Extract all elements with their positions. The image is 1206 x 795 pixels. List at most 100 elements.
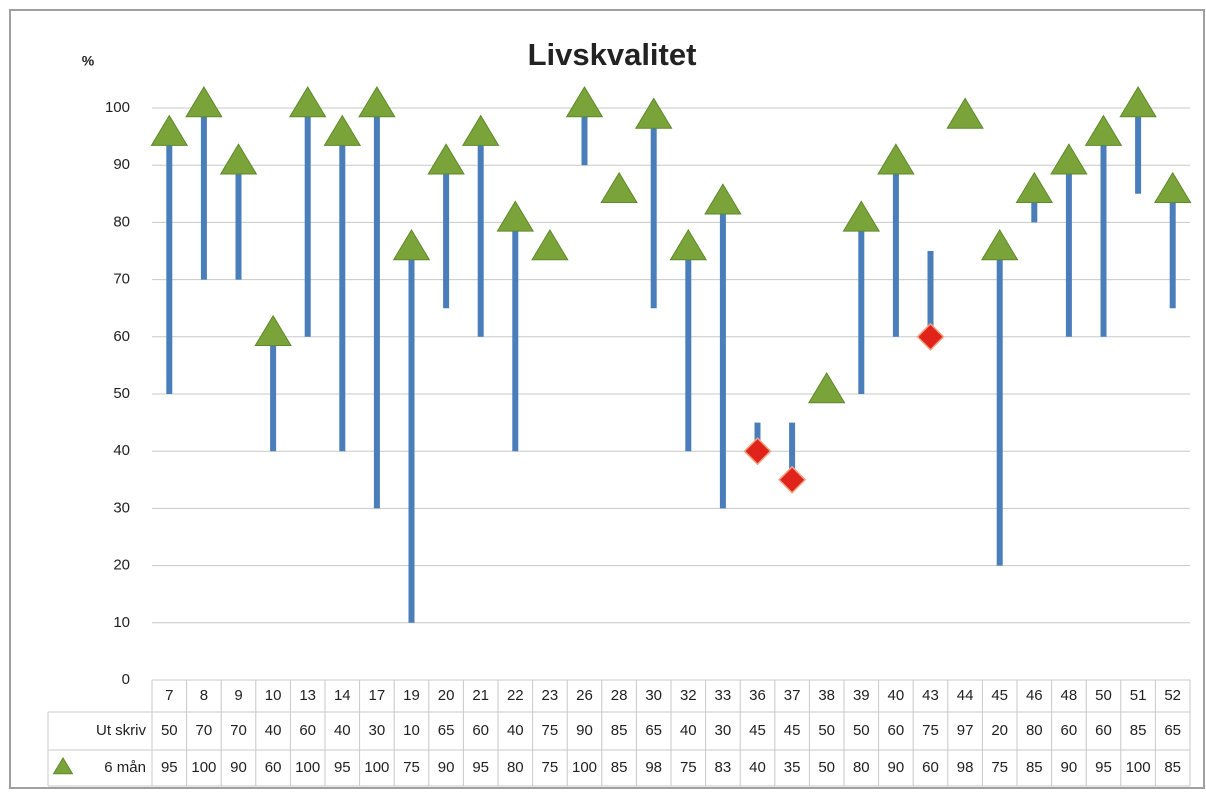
marker-triangle (1084, 114, 1123, 146)
table-cell: 35 (784, 759, 801, 776)
marker-triangle (634, 97, 673, 129)
table-cell: 60 (472, 722, 489, 739)
table-cell: 30 (369, 722, 386, 739)
marker-triangle (323, 114, 362, 146)
table-cell: 100 (572, 759, 597, 776)
table-cell: 90 (438, 759, 455, 776)
x-tick-label: 23 (542, 687, 559, 704)
marker-triangle (496, 200, 535, 232)
x-tick-label: 20 (438, 687, 455, 704)
table-cell: 85 (611, 722, 628, 739)
marker-triangle (600, 171, 638, 204)
table-cell: 20 (991, 722, 1008, 739)
x-tick-label: 44 (957, 687, 974, 704)
table-cell: 90 (888, 759, 905, 776)
y-tick-label: 60 (113, 328, 130, 345)
x-tick-label: 36 (749, 687, 766, 704)
table-cell: 85 (1026, 759, 1043, 776)
marker-triangle (1050, 143, 1088, 175)
table-cell: 80 (853, 759, 870, 776)
table-cell: 80 (507, 759, 524, 776)
marker-triangle (807, 372, 846, 404)
y-tick-label: 20 (113, 557, 130, 574)
table-cell: 60 (1095, 722, 1112, 739)
table-cell: 90 (230, 759, 247, 776)
table-cell: 40 (507, 722, 524, 739)
y-tick-label: 0 (122, 671, 130, 688)
table-cell: 95 (161, 759, 178, 776)
x-tick-label: 21 (472, 687, 489, 704)
marker-triangle (358, 86, 396, 118)
x-tick-label: 7 (165, 687, 173, 704)
y-tick-label: 50 (113, 385, 130, 402)
x-tick-label: 10 (265, 687, 282, 704)
x-tick-label: 22 (507, 687, 524, 704)
table-cell: 98 (645, 759, 662, 776)
marker-triangle (254, 314, 292, 347)
table-cell: 60 (1061, 722, 1078, 739)
marker-triangle (1153, 171, 1192, 204)
table-cell: 50 (161, 722, 178, 739)
table-cell: 60 (888, 722, 905, 739)
x-tick-label: 28 (611, 687, 628, 704)
marker-triangle (531, 229, 569, 261)
x-tick-label: 17 (369, 687, 386, 704)
table-cell: 50 (818, 759, 835, 776)
table-cell: 97 (957, 722, 974, 739)
table-cell: 70 (230, 722, 247, 739)
x-tick-label: 33 (715, 687, 732, 704)
x-tick-label: 8 (200, 687, 208, 704)
table-cell: 85 (1164, 759, 1181, 776)
x-tick-label: 38 (818, 687, 835, 704)
x-tick-label: 45 (991, 687, 1008, 704)
table-cell: 75 (922, 722, 939, 739)
x-tick-label: 40 (888, 687, 905, 704)
marker-triangle (427, 143, 465, 175)
legend-marker (52, 757, 74, 775)
x-tick-label: 46 (1026, 687, 1043, 704)
marker-triangle (946, 97, 984, 129)
y-tick-label: 30 (113, 499, 130, 516)
table-cell: 50 (818, 722, 835, 739)
y-axis-label: % (82, 53, 95, 69)
table-cell: 75 (680, 759, 697, 776)
y-tick-label: 10 (113, 614, 130, 631)
y-tick-label: 100 (105, 99, 130, 116)
marker-triangle (877, 143, 915, 175)
table-cell: 65 (645, 722, 662, 739)
x-tick-label: 9 (234, 687, 242, 704)
table-cell: 65 (438, 722, 455, 739)
marker-diamond (743, 437, 772, 466)
x-tick-label: 51 (1130, 687, 1147, 704)
marker-triangle (150, 114, 189, 146)
table-cell: 40 (265, 722, 282, 739)
table-cell: 60 (922, 759, 939, 776)
x-tick-label: 26 (576, 687, 593, 704)
chart-frame (9, 9, 1205, 789)
table-cell: 75 (542, 759, 559, 776)
x-tick-label: 48 (1061, 687, 1078, 704)
table-cell: 75 (991, 759, 1008, 776)
x-tick-label: 13 (299, 687, 316, 704)
marker-triangle (980, 229, 1019, 261)
marker-triangle (842, 200, 881, 232)
marker-triangle (1119, 86, 1157, 118)
table-cell: 65 (1164, 722, 1181, 739)
x-tick-label: 19 (403, 687, 420, 704)
legend-label: Ut skriv (96, 722, 146, 739)
table-cell: 80 (1026, 722, 1043, 739)
table-cell: 95 (1095, 759, 1112, 776)
x-tick-label: 14 (334, 687, 351, 704)
marker-triangle (565, 86, 604, 118)
table-cell: 90 (576, 722, 593, 739)
table-cell: 40 (749, 759, 766, 776)
x-tick-label: 39 (853, 687, 870, 704)
table-cell: 40 (680, 722, 697, 739)
x-tick-label: 52 (1164, 687, 1181, 704)
x-tick-label: 32 (680, 687, 697, 704)
table-cell: 85 (611, 759, 628, 776)
marker-triangle (288, 86, 327, 118)
marker-triangle (669, 229, 708, 261)
table-cell: 50 (853, 722, 870, 739)
table-cell: 60 (265, 759, 282, 776)
